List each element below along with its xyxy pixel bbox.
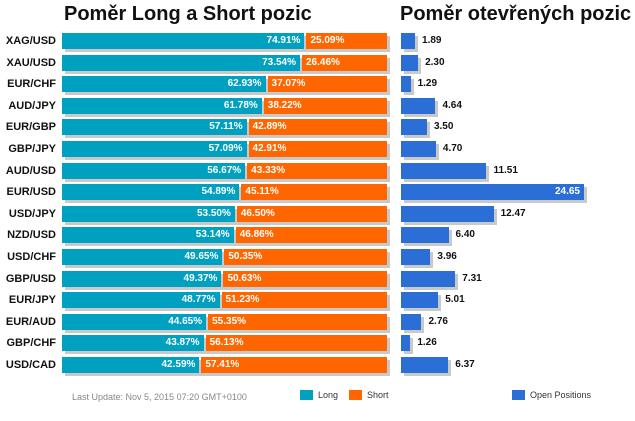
short-bar-usd-jpy: 46.50% [236, 205, 387, 222]
long-bar-eur-gbp: 57.11% [62, 119, 247, 136]
pair-label-eur-aud: EUR/AUD [5, 315, 56, 328]
short-bar-xag-usd: 25.09% [306, 33, 387, 49]
open-positions-bar-usd-cad [401, 357, 449, 373]
pair-label-eur-jpy: EUR/JPY [8, 294, 56, 307]
legend-long: Long [300, 390, 338, 400]
legend-short: Short [349, 390, 389, 400]
long-bar-eur-jpy: 48.77% [62, 292, 220, 309]
open-positions-value-gbp-jpy: 4.70 [442, 143, 463, 154]
short-bar-gbp-chf: 56.13% [205, 335, 387, 352]
short-bar-gbp-usd: 50.63% [223, 270, 387, 287]
legend-long-swatch [300, 390, 313, 400]
legend-open-positions: Open Positions [512, 390, 591, 400]
pair-label-xag-usd: XAG/USD [5, 35, 56, 47]
open-positions-value-aud-usd: 11.51 [493, 164, 518, 176]
open-positions-value-gbp-usd: 7.31 [462, 272, 482, 284]
open-positions-bar-gbp-chf [401, 335, 411, 352]
open-positions-bar-aud-usd [401, 162, 487, 179]
pair-label-usd-jpy: USD/JPY [8, 207, 56, 220]
short-bar-gbp-jpy: 42.91% [248, 141, 387, 157]
long-bar-gbp-jpy: 57.09% [62, 141, 247, 157]
pair-label-eur-chf: EUR/CHF [7, 78, 56, 91]
legend-short-swatch [349, 390, 362, 400]
open-positions-title: Poměr otevřených pozic [400, 3, 632, 25]
open-positions-bar-eur-gbp [401, 119, 427, 136]
open-positions-bar-usd-chf [401, 249, 431, 265]
last-update-text: Last Update: Nov 5, 2015 07:20 GMT+0100 [72, 392, 247, 402]
open-positions-value-xau-usd: 2.30 [425, 56, 445, 68]
pair-label-gbp-jpy: GBP/JPY [8, 143, 56, 155]
pair-label-usd-cad: USD/CAD [5, 359, 56, 371]
long-bar-aud-usd: 56.67% [62, 162, 246, 179]
long-bar-usd-chf: 49.65% [62, 249, 223, 265]
pair-label-aud-usd: AUD/USD [5, 164, 56, 177]
short-bar-eur-usd: 45.11% [241, 184, 387, 201]
long-bar-eur-usd: 54.89% [62, 184, 240, 201]
open-positions-bar-nzd-usd [401, 227, 449, 244]
open-positions-bar-eur-aud [401, 313, 422, 330]
open-positions-value-nzd-usd: 6.40 [455, 229, 475, 241]
pair-label-nzd-usd: NZD/USD [7, 229, 56, 242]
long-bar-eur-chf: 62.93% [62, 76, 266, 93]
open-positions-value-usd-cad: 6.37 [455, 359, 475, 370]
open-positions-value-aud-jpy: 4.64 [442, 99, 462, 111]
long-bar-xau-usd: 73.54% [62, 54, 300, 71]
pair-label-gbp-usd: GBP/USD [5, 272, 56, 285]
short-bar-usd-cad: 57.41% [201, 357, 387, 373]
open-positions-value-usd-chf: 3.96 [437, 251, 457, 262]
open-positions-bar-eur-chf [401, 76, 411, 93]
open-positions-value-usd-jpy: 12.47 [500, 207, 526, 219]
open-positions-bar-xag-usd [401, 33, 416, 49]
short-bar-eur-aud: 55.35% [208, 313, 387, 330]
long-bar-eur-aud: 44.65% [62, 313, 207, 330]
short-bar-eur-chf: 37.07% [267, 76, 387, 93]
pair-label-usd-chf: USD/CHF [7, 251, 56, 263]
long-bar-usd-cad: 42.59% [62, 357, 200, 373]
open-positions-bar-gbp-jpy [401, 141, 436, 157]
open-positions-value-eur-jpy: 5.01 [445, 294, 465, 306]
legend-short-label: Short [367, 390, 389, 400]
open-positions-value-eur-usd: 24.65 [554, 186, 580, 198]
short-bar-aud-jpy: 38.22% [263, 97, 387, 114]
pair-label-gbp-chf: GBP/CHF [6, 337, 57, 350]
long-bar-nzd-usd: 53.14% [62, 227, 234, 244]
open-positions-bar-usd-jpy [401, 205, 494, 222]
short-bar-eur-jpy: 51.23% [221, 292, 387, 309]
short-bar-eur-gbp: 42.89% [248, 119, 387, 136]
long-bar-usd-jpy: 53.50% [62, 205, 235, 222]
short-bar-aud-usd: 43.33% [247, 162, 387, 179]
short-bar-usd-chf: 50.35% [224, 249, 387, 265]
open-positions-value-eur-chf: 1.29 [417, 78, 438, 90]
open-positions-value-eur-gbp: 3.50 [433, 121, 454, 133]
long-bar-aud-jpy: 61.78% [62, 97, 262, 114]
legend-open-positions-label: Open Positions [530, 390, 592, 400]
pair-label-aud-jpy: AUD/JPY [8, 99, 56, 112]
open-positions-value-eur-aud: 2.76 [428, 315, 448, 327]
open-positions-bar-aud-jpy [401, 97, 436, 114]
open-positions-bar-eur-usd [401, 184, 584, 201]
short-bar-xau-usd: 26.46% [302, 54, 387, 71]
legend-long-label: Long [318, 390, 339, 400]
open-positions-bar-eur-jpy [401, 292, 439, 309]
long-bar-gbp-usd: 49.37% [62, 270, 222, 287]
open-positions-value-xag-usd: 1.89 [422, 35, 442, 46]
pair-label-xau-usd: XAU/USD [6, 56, 56, 69]
open-positions-bar-xau-usd [401, 54, 419, 71]
long-bar-gbp-chf: 43.87% [62, 335, 204, 352]
long-bar-xag-usd: 74.91% [62, 33, 305, 49]
legend-open-positions-swatch [512, 390, 525, 400]
open-positions-value-gbp-chf: 1.26 [417, 337, 437, 349]
open-positions-bar-gbp-usd [401, 270, 456, 287]
pair-label-eur-usd: EUR/USD [6, 186, 56, 199]
pair-label-eur-gbp: EUR/GBP [5, 121, 56, 134]
short-bar-nzd-usd: 46.86% [235, 227, 387, 244]
long-short-ratio-title: Poměr Long a Short pozic [64, 3, 312, 25]
